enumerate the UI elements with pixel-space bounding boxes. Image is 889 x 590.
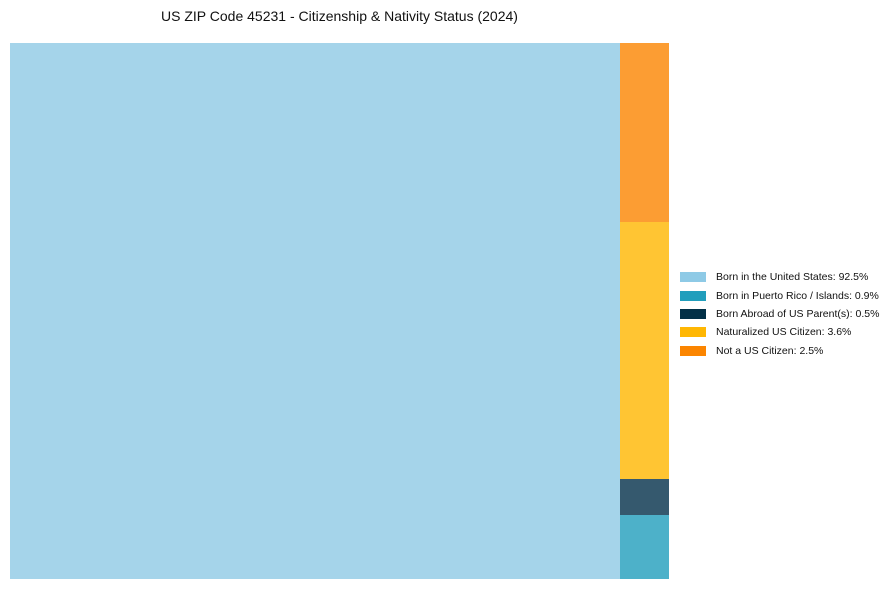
legend-swatch [680,345,706,356]
legend-swatch [680,327,706,338]
legend-item-born-puerto-rico: Born in Puerto Rico / Islands: 0.9% [680,286,879,304]
treemap-rect-born-us [10,43,620,579]
treemap-rect-born-puerto-rico [620,515,669,579]
legend-item-naturalized-citizen: Naturalized US Citizen: 3.6% [680,323,879,341]
legend-label: Naturalized US Citizen: 3.6% [716,326,852,339]
legend-item-born-abroad-us-parents: Born Abroad of US Parent(s): 0.5% [680,305,879,323]
legend-item-born-us: Born in the United States: 92.5% [680,268,879,286]
legend-label: Born Abroad of US Parent(s): 0.5% [716,307,880,320]
chart-legend: Born in the United States: 92.5% Born in … [680,268,879,360]
chart-title: US ZIP Code 45231 - Citizenship & Nativi… [161,8,518,24]
legend-swatch [680,272,706,283]
treemap-rect-naturalized-citizen [620,222,669,479]
legend-swatch [680,290,706,301]
treemap-rect-not-a-citizen [620,43,669,222]
treemap-plot-area [10,43,669,579]
legend-swatch [680,308,706,319]
legend-item-not-a-citizen: Not a US Citizen: 2.5% [680,342,879,360]
legend-label: Not a US Citizen: 2.5% [716,344,824,357]
legend-label: Born in the United States: 92.5% [716,271,869,284]
legend-label: Born in Puerto Rico / Islands: 0.9% [716,289,879,302]
treemap-rect-born-abroad-us-parents [620,479,669,515]
